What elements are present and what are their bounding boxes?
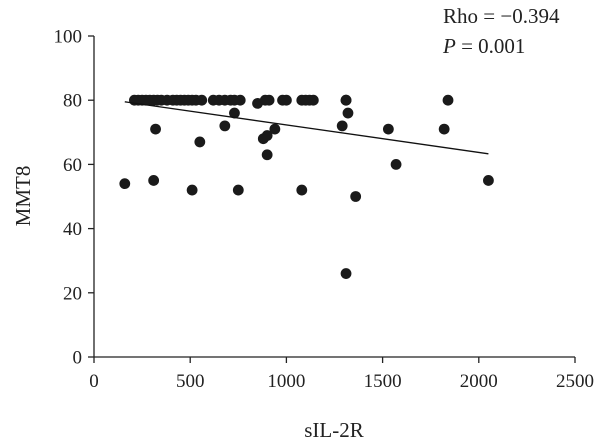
y-tick-label: 100 <box>54 27 83 48</box>
data-point <box>194 136 206 148</box>
data-points <box>119 94 494 279</box>
data-point <box>269 123 281 135</box>
x-tick-label: 500 <box>176 371 205 392</box>
rho-annotation: Rho = −0.394 <box>443 4 560 28</box>
data-point <box>232 184 244 196</box>
y-tick-label: 80 <box>63 91 82 112</box>
y-tick-label: 60 <box>63 155 82 176</box>
data-point <box>229 107 240 119</box>
data-point <box>442 94 454 106</box>
y-axis-title: MMT8 <box>11 166 35 227</box>
data-point <box>281 94 292 106</box>
p-value: = 0.001 <box>456 34 526 58</box>
data-point <box>263 94 275 106</box>
data-point <box>261 149 273 161</box>
data-point <box>219 120 231 132</box>
y-axis-ticks: 0 20 40 60 80 100 <box>54 27 94 369</box>
y-tick-label: 40 <box>63 219 82 240</box>
data-point <box>150 123 161 135</box>
y-tick-label: 0 <box>73 348 83 369</box>
x-tick-label: 2500 <box>556 371 594 392</box>
y-tick-label: 20 <box>63 283 82 304</box>
data-point <box>261 130 273 141</box>
data-point <box>483 175 494 186</box>
p-symbol: P <box>442 34 456 58</box>
plot-area: 0 20 40 60 80 100 0 500 1000 1500 2000 2500 <box>54 27 595 393</box>
x-tick-label: 0 <box>89 371 99 392</box>
x-tick-label: 2000 <box>460 371 498 392</box>
p-value-annotation: P = 0.001 <box>442 34 525 58</box>
data-point <box>234 94 246 106</box>
data-point <box>340 94 352 106</box>
data-point <box>382 123 394 135</box>
data-point <box>119 178 131 190</box>
data-point <box>336 120 348 132</box>
data-point <box>342 107 354 119</box>
x-axis-ticks: 0 500 1000 1500 2000 2500 <box>89 357 594 392</box>
data-point <box>340 268 352 279</box>
data-point <box>350 191 362 202</box>
data-point <box>196 94 208 106</box>
data-point <box>307 94 319 106</box>
x-tick-label: 1000 <box>267 371 305 392</box>
trend-line <box>124 101 489 155</box>
data-point <box>296 184 308 196</box>
data-point <box>438 123 450 135</box>
x-axis-title: sIL-2R <box>304 418 364 442</box>
x-tick-label: 1500 <box>364 371 402 392</box>
data-point <box>390 159 402 170</box>
data-point <box>148 175 160 186</box>
data-point <box>186 184 198 196</box>
